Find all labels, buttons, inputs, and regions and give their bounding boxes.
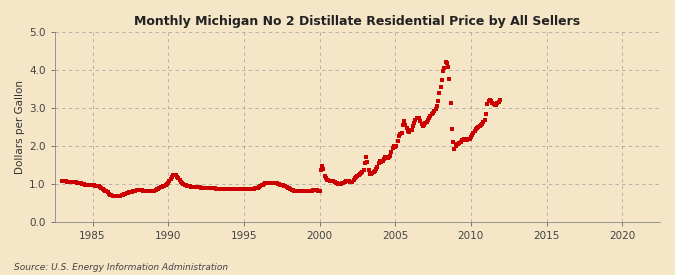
Text: Source: U.S. Energy Information Administration: Source: U.S. Energy Information Administ… xyxy=(14,263,227,272)
Title: Monthly Michigan No 2 Distillate Residential Price by All Sellers: Monthly Michigan No 2 Distillate Residen… xyxy=(134,15,580,28)
Y-axis label: Dollars per Gallon: Dollars per Gallon xyxy=(15,80,25,174)
